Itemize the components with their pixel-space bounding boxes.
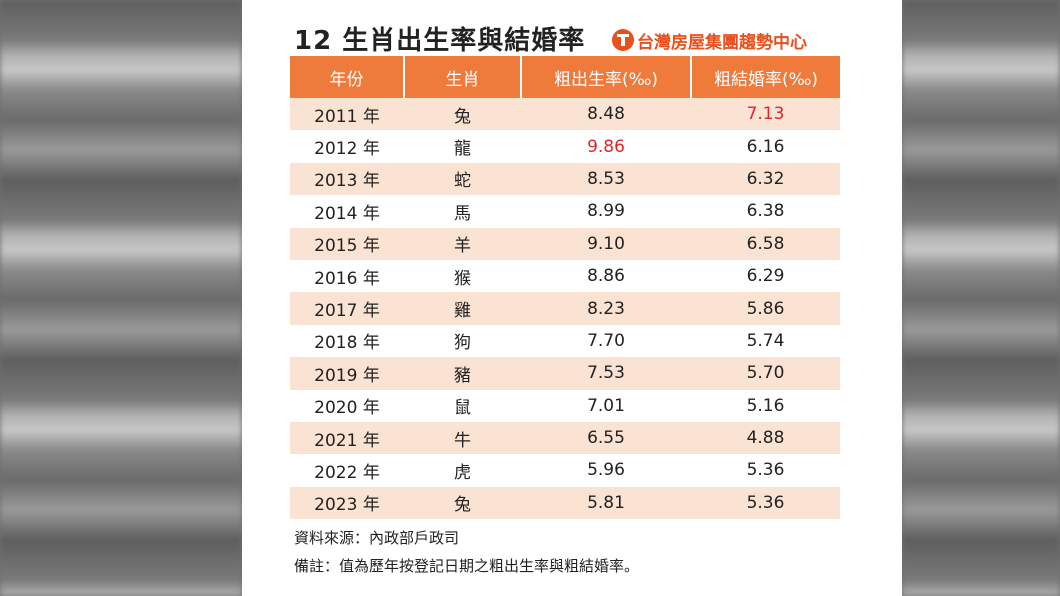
cell-year: 2018 年 <box>290 324 404 358</box>
cell-year: 2015 年 <box>290 227 404 260</box>
cell-birth-rate: 7.70 <box>521 324 691 358</box>
header-birth-rate: 粗出生率(‰) <box>520 56 691 98</box>
table-row: 2019 年豬 7.53 5.70 <box>290 357 840 390</box>
infographic-card: 12 生肖出生率與結婚率 台灣房屋集團趨勢中心 年份 生肖 粗出生率(‰) 粗結… <box>242 0 902 596</box>
table-row: 2012 年龍 9.86 6.16 <box>290 130 840 163</box>
cell-birth-rate: 7.01 <box>521 389 691 422</box>
cell-marriage-rate: 5.16 <box>691 389 840 422</box>
brand-logo-icon <box>612 29 634 51</box>
cell-year: 2023 年 <box>290 486 404 520</box>
cell-marriage-rate: 5.36 <box>691 486 840 520</box>
cell-zodiac: 牛 <box>404 421 521 455</box>
cell-year: 2014 年 <box>290 195 404 228</box>
cell-zodiac: 羊 <box>404 227 521 260</box>
table-row: 2016 年猴 8.86 6.29 <box>290 259 840 293</box>
cell-zodiac: 鼠 <box>404 389 521 422</box>
source-note: 資料來源：內政部戶政司 <box>294 529 460 547</box>
cell-year: 2020 年 <box>290 389 404 422</box>
table-row: 2018 年狗 7.70 5.74 <box>290 324 840 358</box>
cell-birth-rate: 6.55 <box>521 421 691 455</box>
cell-birth-rate: 8.23 <box>521 292 691 325</box>
brand-name: 台灣房屋集團趨勢中心 <box>637 32 807 53</box>
cell-zodiac: 蛇 <box>404 162 521 196</box>
cell-year: 2011 年 <box>290 98 404 131</box>
table-row: 2021 年牛 6.55 4.88 <box>290 421 840 455</box>
cell-marriage-rate: 6.38 <box>691 195 840 228</box>
title-row: 12 生肖出生率與結婚率 台灣房屋集團趨勢中心 <box>294 18 854 58</box>
cell-zodiac: 兔 <box>404 486 521 520</box>
cell-zodiac: 兔 <box>404 98 521 131</box>
header-marriage-rate: 粗結婚率(‰) <box>690 56 840 98</box>
page-title: 12 生肖出生率與結婚率 <box>294 26 586 56</box>
cell-birth-rate: 8.53 <box>521 162 691 196</box>
cell-zodiac: 馬 <box>404 195 521 228</box>
table-header-row: 年份 生肖 粗出生率(‰) 粗結婚率(‰) <box>290 56 840 98</box>
table-row: 2020 年鼠 7.01 5.16 <box>290 389 840 422</box>
blurred-background-right <box>902 0 1060 596</box>
table-row: 2011 年兔 8.48 7.13 <box>290 98 840 131</box>
cell-marriage-rate: 5.70 <box>691 357 840 390</box>
table-row: 2015 年羊 9.10 6.58 <box>290 227 840 260</box>
cell-birth-rate: 8.86 <box>521 259 691 293</box>
cell-zodiac: 豬 <box>404 357 521 390</box>
cell-zodiac: 猴 <box>404 259 521 293</box>
header-zodiac: 生肖 <box>403 56 521 98</box>
cell-marriage-rate: 7.13 <box>691 98 840 131</box>
cell-zodiac: 龍 <box>404 130 521 163</box>
cell-zodiac: 虎 <box>404 454 521 487</box>
cell-birth-rate: 5.96 <box>521 454 691 487</box>
data-table: 年份 生肖 粗出生率(‰) 粗結婚率(‰) 2011 年兔 8.48 7.13 201… <box>290 56 840 520</box>
cell-birth-rate: 7.53 <box>521 357 691 390</box>
table-row: 2014 年馬 8.99 6.38 <box>290 195 840 228</box>
cell-marriage-rate: 5.86 <box>691 292 840 325</box>
cell-year: 2012 年 <box>290 130 404 163</box>
blurred-background-left <box>0 0 242 596</box>
cell-year: 2013 年 <box>290 162 404 196</box>
cell-year: 2021 年 <box>290 421 404 455</box>
cell-birth-rate: 9.86 <box>521 130 691 163</box>
cell-marriage-rate: 6.29 <box>691 259 840 293</box>
remark-note: 備註：值為歷年按登記日期之粗出生率與粗結婚率。 <box>294 557 640 575</box>
cell-year: 2022 年 <box>290 454 404 487</box>
cell-zodiac: 雞 <box>404 292 521 325</box>
cell-year: 2016 年 <box>290 259 404 293</box>
cell-birth-rate: 8.99 <box>521 195 691 228</box>
cell-zodiac: 狗 <box>404 324 521 358</box>
cell-birth-rate: 9.10 <box>521 227 691 260</box>
cell-year: 2017 年 <box>290 292 404 325</box>
cell-marriage-rate: 5.36 <box>691 454 840 487</box>
table-row: 2017 年雞 8.23 5.86 <box>290 292 840 325</box>
brand: 台灣房屋集團趨勢中心 <box>612 27 807 53</box>
header-year: 年份 <box>290 56 404 98</box>
cell-marriage-rate: 5.74 <box>691 324 840 358</box>
cell-year: 2019 年 <box>290 357 404 390</box>
cell-marriage-rate: 6.32 <box>691 162 840 196</box>
cell-birth-rate: 5.81 <box>521 486 691 520</box>
table-row: 2023 年兔 5.81 5.36 <box>290 486 840 520</box>
cell-marriage-rate: 6.58 <box>691 227 840 260</box>
cell-marriage-rate: 6.16 <box>691 130 840 163</box>
cell-marriage-rate: 4.88 <box>691 421 840 455</box>
table-row: 2022 年虎 5.96 5.36 <box>290 454 840 487</box>
cell-birth-rate: 8.48 <box>521 98 691 131</box>
table-row: 2013 年蛇 8.53 6.32 <box>290 162 840 196</box>
